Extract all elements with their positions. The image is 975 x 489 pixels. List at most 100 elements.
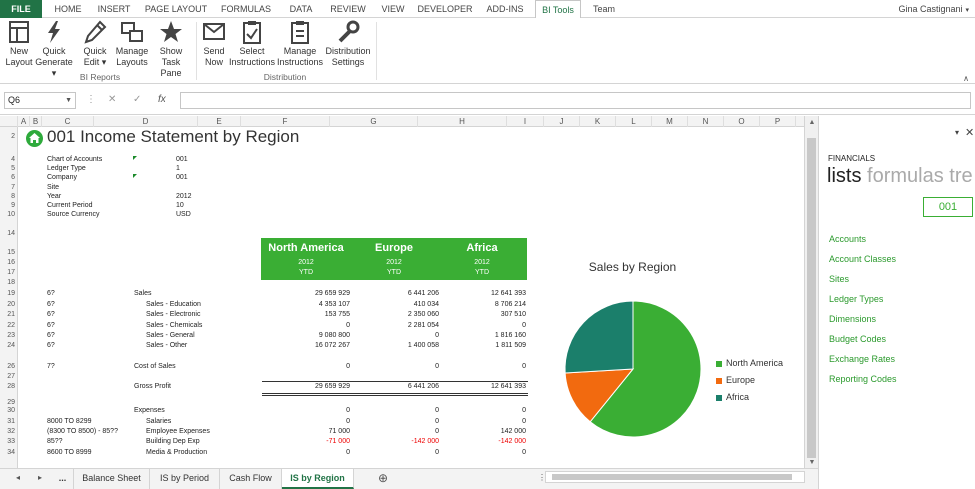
row-header[interactable]: 17 (7, 269, 15, 276)
pane-link-sites[interactable]: Sites (829, 274, 850, 284)
line-value[interactable]: 29 659 929 (314, 290, 350, 297)
row-header[interactable]: 26 (7, 363, 15, 370)
vertical-scrollbar[interactable]: ▲ ▼ (804, 116, 818, 468)
row-header[interactable]: 15 (7, 249, 15, 256)
send-now-button[interactable]: Send Now (199, 20, 229, 68)
line-value[interactable]: 16 072 267 (314, 342, 350, 349)
line-value[interactable]: -142 000 (411, 438, 439, 445)
row-header[interactable]: 14 (7, 230, 15, 237)
line-value[interactable]: 2 350 060 (407, 311, 439, 318)
column-header-i[interactable]: I (507, 116, 544, 127)
cancel-icon[interactable]: ✕ (108, 94, 117, 105)
manage-instructions-button[interactable]: Manage Instructions (276, 20, 324, 68)
scroll-thumb[interactable] (807, 138, 816, 458)
tab-view[interactable]: VIEW (381, 4, 405, 14)
line-value[interactable]: 0 (435, 407, 439, 414)
row-header[interactable]: 28 (7, 383, 15, 390)
line-value[interactable]: -142 000 (498, 438, 526, 445)
pane-link-dimensions[interactable]: Dimensions (829, 314, 877, 324)
row-header[interactable]: 10 (7, 211, 15, 218)
tab-team[interactable]: Team (592, 4, 615, 14)
row-header[interactable]: 9 (11, 202, 15, 209)
row-header[interactable]: 34 (7, 449, 15, 456)
scroll-up-icon[interactable]: ▲ (808, 119, 816, 126)
prev-sheet-icon[interactable]: ◂ (16, 473, 21, 482)
tab-file[interactable]: FILE (0, 0, 42, 18)
column-header-n[interactable]: N (688, 116, 724, 127)
line-value[interactable]: 0 (435, 449, 439, 456)
horizontal-scrollbar[interactable] (545, 471, 805, 483)
column-header-j[interactable]: J (544, 116, 580, 127)
line-value[interactable]: 4 353 107 (318, 301, 350, 308)
param-value[interactable]: 10 (176, 202, 184, 209)
row-header[interactable]: 20 (7, 301, 15, 308)
sheet-tab-is-by-period[interactable]: IS by Period (150, 469, 220, 489)
row-header[interactable]: 29 (7, 399, 15, 406)
tab-split-handle[interactable]: ⋮ (538, 473, 546, 482)
distribution-settings-button[interactable]: Distribution Settings (324, 20, 372, 68)
pane-link-account-classes[interactable]: Account Classes (829, 254, 897, 264)
line-value[interactable]: 6 441 206 (407, 290, 439, 297)
select-instructions-button[interactable]: Select Instructions (228, 20, 276, 68)
scroll-down-icon[interactable]: ▼ (808, 459, 816, 466)
close-icon[interactable]: ✕ (965, 127, 975, 139)
show-task-pane-button[interactable]: Show Task Pane (150, 20, 192, 79)
pie-slice-africa[interactable] (564, 300, 634, 374)
row-header[interactable]: 33 (7, 438, 15, 445)
name-box[interactable]: Q6 ▼ (4, 92, 76, 109)
sheet-tab-cash-flow[interactable]: Cash Flow (220, 469, 282, 489)
line-value[interactable]: 1 816 160 (494, 332, 526, 339)
tab-page-layout[interactable]: PAGE LAYOUT (144, 4, 208, 14)
param-value[interactable]: 2012 (176, 193, 192, 200)
line-value[interactable]: 0 (435, 418, 439, 425)
manage-layouts-button[interactable]: Manage Layouts (113, 20, 151, 68)
row-header[interactable]: 22 (7, 322, 15, 329)
sheet-tab-balance-sheet[interactable]: Balance Sheet (74, 469, 150, 489)
select-all-corner[interactable] (0, 116, 18, 127)
column-header-m[interactable]: M (652, 116, 688, 127)
line-value[interactable]: 29 659 929 (314, 383, 350, 390)
row-header[interactable]: 24 (7, 342, 15, 349)
line-value[interactable]: 2 281 054 (407, 322, 439, 329)
row-header[interactable]: 4 (11, 156, 15, 163)
line-value[interactable]: 410 034 (413, 301, 439, 308)
line-value[interactable]: 0 (522, 363, 526, 370)
pie-slice-north-america[interactable] (589, 300, 702, 438)
line-value[interactable]: 71 000 (328, 428, 350, 435)
home-icon[interactable] (26, 130, 43, 147)
line-value[interactable]: 0 (522, 322, 526, 329)
collapse-ribbon-icon[interactable]: ∧ (963, 74, 969, 83)
column-header-f[interactable]: F (241, 116, 330, 127)
sheet-tab-is-by-region[interactable]: IS by Region (282, 469, 354, 489)
line-value[interactable]: 12 641 393 (490, 290, 526, 297)
line-value[interactable]: 0 (522, 407, 526, 414)
new-layout-button[interactable]: New Layout (2, 20, 36, 68)
line-value[interactable]: 142 000 (500, 428, 526, 435)
next-sheet-icon[interactable]: ▸ (38, 473, 43, 482)
line-value[interactable]: 153 755 (324, 311, 350, 318)
line-value[interactable]: 6 441 206 (407, 383, 439, 390)
pane-link-budget-codes[interactable]: Budget Codes (829, 334, 887, 344)
line-value[interactable]: 307 510 (500, 311, 526, 318)
tab-add-ins[interactable]: ADD-INS (486, 4, 524, 14)
row-header[interactable]: 19 (7, 290, 15, 297)
line-value[interactable]: 0 (346, 449, 350, 456)
line-value[interactable]: 12 641 393 (490, 383, 526, 390)
column-header-l[interactable]: L (616, 116, 652, 127)
row-header[interactable]: 8 (11, 193, 15, 200)
row-header[interactable]: 6 (11, 174, 15, 181)
line-value[interactable]: 0 (522, 449, 526, 456)
quick-generate-button[interactable]: Quick Generate ▾ (33, 20, 75, 79)
row-header[interactable]: 16 (7, 259, 15, 266)
pane-link-ledger-types[interactable]: Ledger Types (829, 294, 884, 304)
row-header[interactable]: 21 (7, 311, 15, 318)
line-value[interactable]: 0 (346, 322, 350, 329)
line-value[interactable]: 9 080 800 (318, 332, 350, 339)
tab-review[interactable]: REVIEW (330, 4, 366, 14)
tab-bi-tools[interactable]: BI Tools (535, 0, 581, 19)
formula-input[interactable] (180, 92, 971, 109)
column-header-d[interactable]: D (94, 116, 198, 127)
line-value[interactable]: 0 (435, 363, 439, 370)
line-value[interactable]: 1 400 058 (407, 342, 439, 349)
